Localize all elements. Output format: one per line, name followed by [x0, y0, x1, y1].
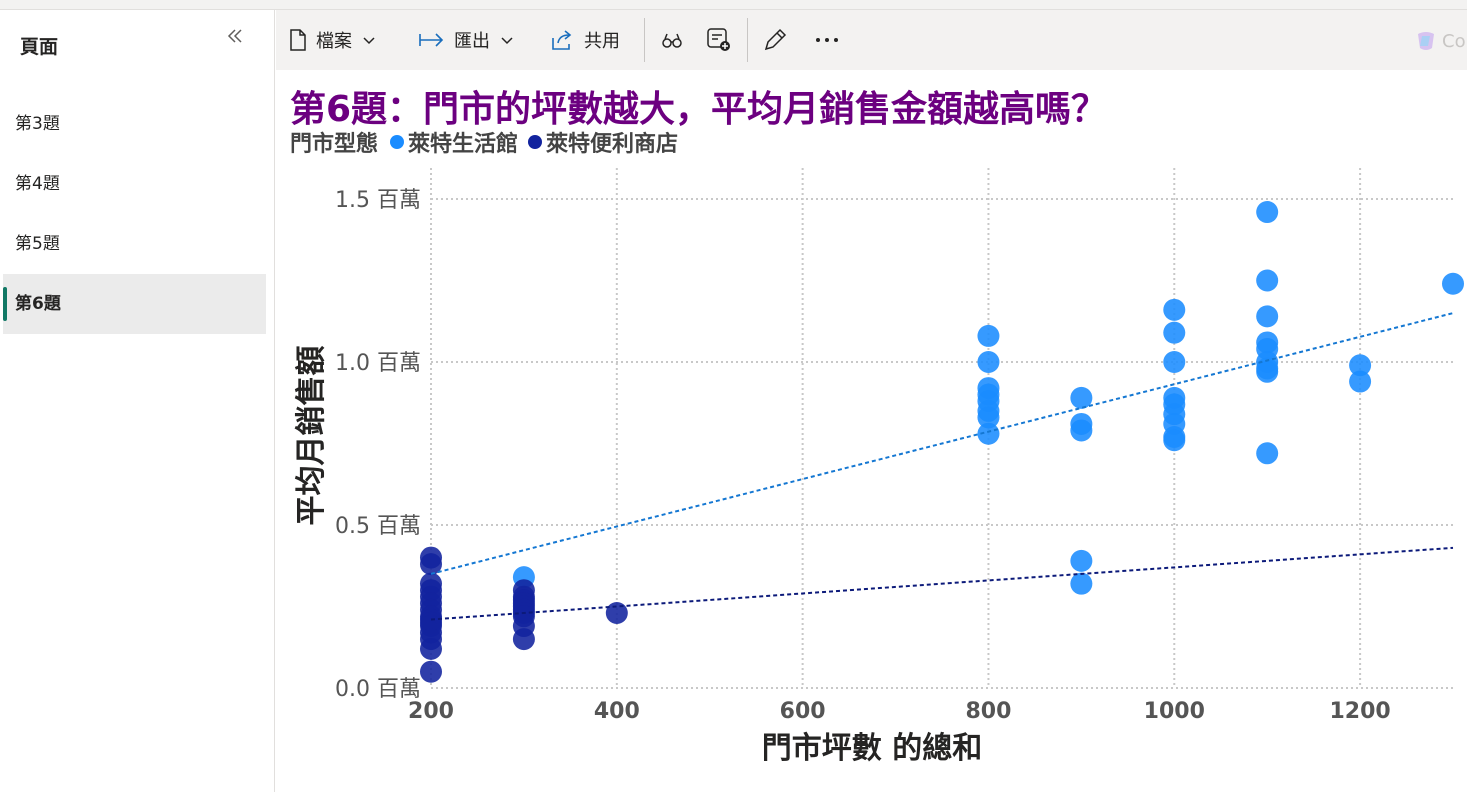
data-point-life[interactable]: [977, 422, 1000, 445]
data-point-life[interactable]: [1070, 386, 1093, 409]
y-tick-label: 1.0 百萬: [335, 351, 421, 376]
data-point-life[interactable]: [1256, 442, 1279, 465]
legend-title: 門市型態: [290, 132, 379, 157]
y-tick-label: 0.5 百萬: [335, 514, 421, 539]
edit-button[interactable]: [762, 25, 796, 55]
legend-marker-life: [390, 135, 405, 149]
share-icon: [552, 30, 572, 50]
copilot-button[interactable]: Co: [1414, 30, 1466, 52]
comment-add-button[interactable]: [706, 25, 740, 55]
export-menu-button[interactable]: 匯出: [418, 25, 514, 55]
x-axis-label: 門市坪數 的總和: [762, 731, 982, 766]
data-point-life[interactable]: [1070, 419, 1093, 442]
x-tick-label: 1000: [1144, 699, 1205, 724]
copilot-icon: [1418, 32, 1434, 50]
comment-add-icon: [707, 28, 730, 51]
data-point-life[interactable]: [1163, 321, 1186, 344]
legend-label-life[interactable]: 萊特生活館: [408, 132, 519, 157]
file-icon: [290, 29, 306, 51]
data-point-life[interactable]: [1256, 201, 1279, 224]
data-point-life[interactable]: [977, 324, 1000, 347]
data-point-life[interactable]: [1070, 572, 1093, 595]
data-point-life[interactable]: [1163, 351, 1186, 373]
x-tick-label: 200: [408, 699, 454, 724]
page-item-q3[interactable]: 第3題: [15, 114, 60, 134]
page-item-q4[interactable]: 第4題: [15, 174, 60, 194]
y-axis-label: 平均月銷售額: [294, 346, 329, 526]
data-point-conv[interactable]: [420, 553, 442, 576]
more-options-button[interactable]: [814, 25, 848, 55]
chevron-down-icon: [363, 37, 375, 45]
data-point-life[interactable]: [1163, 429, 1186, 452]
pencil-icon: [764, 28, 787, 51]
data-point-life[interactable]: [1256, 269, 1279, 292]
share-label: 共用: [584, 31, 620, 52]
binoculars-button[interactable]: [661, 25, 691, 55]
file-menu-button[interactable]: 檔案: [288, 25, 376, 55]
legend-label-conv[interactable]: 萊特便利商店: [546, 132, 679, 157]
page-item-q6[interactable]: 第6題: [3, 274, 266, 334]
binoculars-icon: [662, 33, 682, 48]
data-point-life[interactable]: [1163, 298, 1186, 321]
data-point-life[interactable]: [1256, 305, 1279, 328]
y-tick-label: 1.5 百萬: [335, 188, 421, 213]
pages-header: 頁面: [20, 36, 59, 58]
toolbar-divider: [747, 18, 748, 62]
chart-legend: 門市型態 萊特生活館 萊特便利商店: [290, 126, 678, 158]
data-point-life[interactable]: [1349, 370, 1372, 393]
data-point-conv[interactable]: [512, 628, 535, 651]
x-tick-label: 1200: [1329, 699, 1390, 724]
trendline-life: [430, 312, 1454, 575]
data-point-life[interactable]: [1256, 360, 1279, 383]
file-menu-label: 檔案: [316, 31, 352, 52]
data-point-conv[interactable]: [420, 637, 442, 660]
double-chevron-left-icon[interactable]: [226, 26, 244, 51]
data-point-life[interactable]: [977, 406, 1000, 429]
data-point-life[interactable]: [1442, 272, 1464, 295]
y-tick-label: 0.0 百萬: [335, 677, 421, 702]
trendline-conv: [430, 546, 1454, 621]
scatter-chart: 0.0 百萬 0.5 百萬 1.0 百萬 1.5 百萬 200 400 600 800 1000…: [294, 168, 1464, 766]
export-menu-label: 匯出: [454, 31, 490, 52]
data-point-life[interactable]: [1070, 549, 1093, 572]
data-point-life[interactable]: [977, 351, 1000, 373]
share-button[interactable]: 共用: [550, 25, 620, 55]
data-point-conv[interactable]: [420, 660, 442, 683]
report-canvas: [276, 70, 1467, 792]
toolbar: 檔案 匯出 共用: [276, 10, 1467, 70]
pages-pane: 頁面 第3題 第4題 第5題 第6題: [0, 10, 275, 792]
x-tick-label: 800: [965, 699, 1011, 724]
page-item-q5[interactable]: 第5題: [15, 234, 60, 254]
data-point-conv[interactable]: [605, 602, 628, 625]
chevron-down-icon: [501, 37, 513, 45]
data-point-life[interactable]: [1349, 354, 1372, 377]
chart-title: 第6題：門市的坪數越大，平均月銷售金額越高嗎？: [290, 89, 1108, 130]
x-tick-label: 400: [594, 699, 640, 724]
legend-marker-conv: [528, 135, 543, 149]
export-arrow-icon: [419, 33, 444, 47]
window-top-strip: [0, 0, 1467, 10]
copilot-label: Co: [1442, 30, 1466, 52]
toolbar-divider: [644, 18, 645, 62]
more-icon: [816, 38, 838, 42]
x-tick-label: 600: [780, 699, 826, 724]
